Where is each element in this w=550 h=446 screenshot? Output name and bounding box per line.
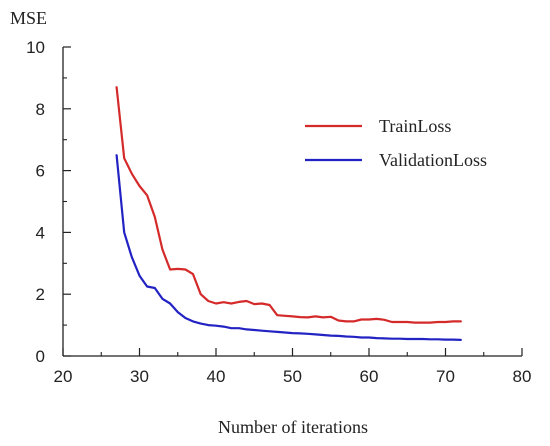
- y-tick-label: 2: [36, 285, 45, 304]
- x-tick-label: 20: [54, 367, 73, 386]
- y-tick-label: 0: [36, 347, 45, 366]
- y-axis-label: MSE: [10, 8, 47, 28]
- x-tick-label: 70: [436, 367, 455, 386]
- y-tick-label: 4: [36, 223, 45, 242]
- x-tick-label: 30: [130, 367, 149, 386]
- x-axis-label: Number of iterations: [218, 417, 368, 437]
- series-line-validationloss: [115, 154, 462, 341]
- y-tick-label: 8: [36, 100, 45, 119]
- legend: TrainLoss ValidationLoss: [305, 116, 487, 170]
- y-tick-label: 10: [26, 38, 45, 57]
- axes: [62, 47, 522, 357]
- tick-marks: [62, 46, 523, 357]
- series-lines: [115, 86, 462, 341]
- tick-labels: 20 30 40 50 60 70 80 0 2 4 6 8 10: [26, 38, 531, 386]
- x-tick-label: 80: [513, 367, 532, 386]
- legend-label-trainloss: TrainLoss: [379, 116, 451, 136]
- x-tick-label: 50: [283, 367, 302, 386]
- x-tick-label: 40: [207, 367, 226, 386]
- x-tick-label: 60: [360, 367, 379, 386]
- legend-label-validationloss: ValidationLoss: [379, 150, 487, 170]
- y-tick-label: 6: [36, 162, 45, 181]
- series-line-trainloss: [115, 86, 462, 324]
